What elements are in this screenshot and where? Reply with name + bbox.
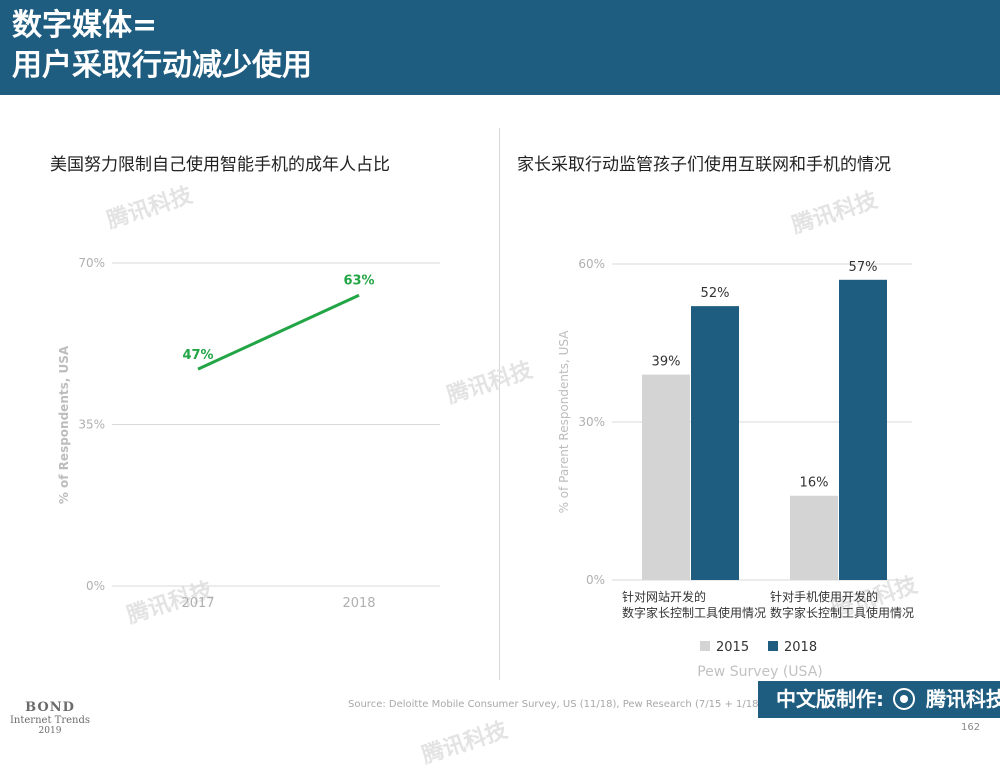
series-line: [197, 293, 360, 371]
legend-swatch: [700, 641, 710, 651]
legend-label: 2018: [784, 640, 817, 655]
x-axis-label: Pew Survey (USA): [697, 664, 823, 680]
category-label: 数字家长控制工具使用情况: [770, 605, 914, 620]
category-label: 数字家长控制工具使用情况: [622, 605, 766, 620]
y-tick-label: 0%: [586, 573, 605, 587]
category-label: 针对手机使用开发的: [770, 589, 878, 604]
charts-canvas: 0% 35% 70% 2017 2018 47% 63% % of Respondents, …: [57, 256, 914, 680]
data-label: 52%: [701, 286, 730, 301]
data-label: 16%: [800, 476, 829, 491]
y-tick-label: 35%: [78, 418, 105, 432]
tencent-logo-icon: [892, 687, 915, 710]
y-tick-label: 70%: [78, 256, 105, 270]
data-label: 47%: [182, 348, 213, 363]
credit-brand: 腾讯科技: [925, 687, 1000, 711]
category-label: 针对网站开发的: [622, 589, 706, 604]
data-label: 63%: [343, 273, 374, 288]
y-tick-label: 60%: [578, 257, 605, 271]
credit-badge: 中文版制作: 腾讯科技: [758, 681, 1000, 718]
data-label: 57%: [849, 260, 878, 275]
legend-swatch: [768, 641, 778, 651]
y-axis-label: % of Respondents, USA: [57, 345, 71, 504]
source-note: Source: Deloitte Mobile Consumer Survey,…: [348, 699, 763, 710]
page-number: 162: [961, 722, 981, 733]
bar: [691, 306, 739, 580]
bond-logo: BOND Internet Trends 2019: [0, 700, 100, 736]
header-banner: 数字媒体= 用户采取行动减少使用: [0, 0, 1000, 95]
left-chart-title: 美国努力限制自己使用智能手机的成年人占比: [50, 155, 390, 175]
bar: [790, 495, 838, 580]
y-tick-label: 30%: [578, 415, 605, 429]
chart-divider: [499, 128, 500, 680]
bond-subtitle: Internet Trends: [9, 715, 90, 726]
page-title-line2: 用户采取行动减少使用: [12, 48, 312, 83]
bar: [642, 374, 690, 580]
legend-label: 2015: [716, 640, 749, 655]
y-axis-label: % of Parent Respondents, USA: [557, 330, 571, 514]
y-tick-label: 0%: [86, 579, 105, 593]
data-label: 39%: [652, 355, 681, 370]
x-tick-label: 2017: [181, 596, 214, 611]
bond-brand: BOND: [25, 700, 75, 715]
bond-year: 2019: [38, 726, 62, 736]
right-chart-title: 家长采取行动监管孩子们使用互联网和手机的情况: [517, 155, 891, 175]
page-title-line1: 数字媒体=: [12, 8, 158, 43]
credit-label: 中文版制作:: [776, 687, 884, 711]
bar: [839, 279, 887, 580]
x-tick-label: 2018: [342, 596, 375, 611]
